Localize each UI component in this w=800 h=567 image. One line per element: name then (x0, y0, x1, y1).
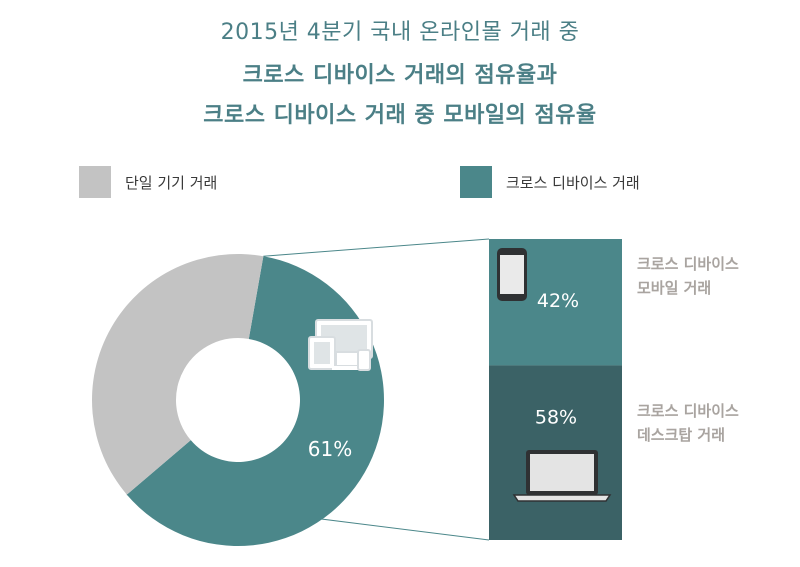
legend-item-cross-device: 크로스 디바이스 거래 (460, 166, 640, 198)
donut-slice-single-device (91, 254, 264, 495)
connector-line-top (263, 238, 490, 257)
smartphone-icon (497, 248, 527, 301)
donut-label-cross-device: 61% (308, 437, 352, 461)
side-label-desktop: 크로스 디바이스 데스크탑 거래 (637, 399, 739, 447)
side-label-mobile-line-1: 크로스 디바이스 (637, 255, 739, 273)
stack-label-mobile: 42% (537, 290, 579, 312)
legend-label-cross-device: 크로스 디바이스 거래 (506, 173, 640, 192)
stack-label-desktop: 58% (535, 406, 577, 428)
donut-chart: 61% (91, 254, 385, 546)
laptop-icon (512, 450, 612, 502)
side-label-mobile: 크로스 디바이스 모바일 거래 (637, 252, 739, 300)
legend-swatch-single-device (79, 166, 111, 198)
side-label-desktop-line-1: 크로스 디바이스 (637, 402, 739, 420)
devices-icon (308, 319, 373, 371)
legend-item-single-device: 단일 기기 거래 (79, 166, 217, 198)
title-line-3: 크로스 디바이스 거래 중 모바일의 점유율 (203, 103, 597, 128)
side-label-desktop-line-2: 데스크탑 거래 (637, 426, 726, 444)
side-label-mobile-line-2: 모바일 거래 (637, 279, 712, 297)
title-line-2: 크로스 디바이스 거래의 점유율과 (242, 63, 558, 88)
stacked-bar: 42% 58% (489, 239, 622, 540)
legend-swatch-cross-device (460, 166, 492, 198)
title-line-1: 2015년 4분기 국내 온라인몰 거래 중 (220, 20, 580, 45)
legend-label-single-device: 단일 기기 거래 (125, 173, 218, 192)
